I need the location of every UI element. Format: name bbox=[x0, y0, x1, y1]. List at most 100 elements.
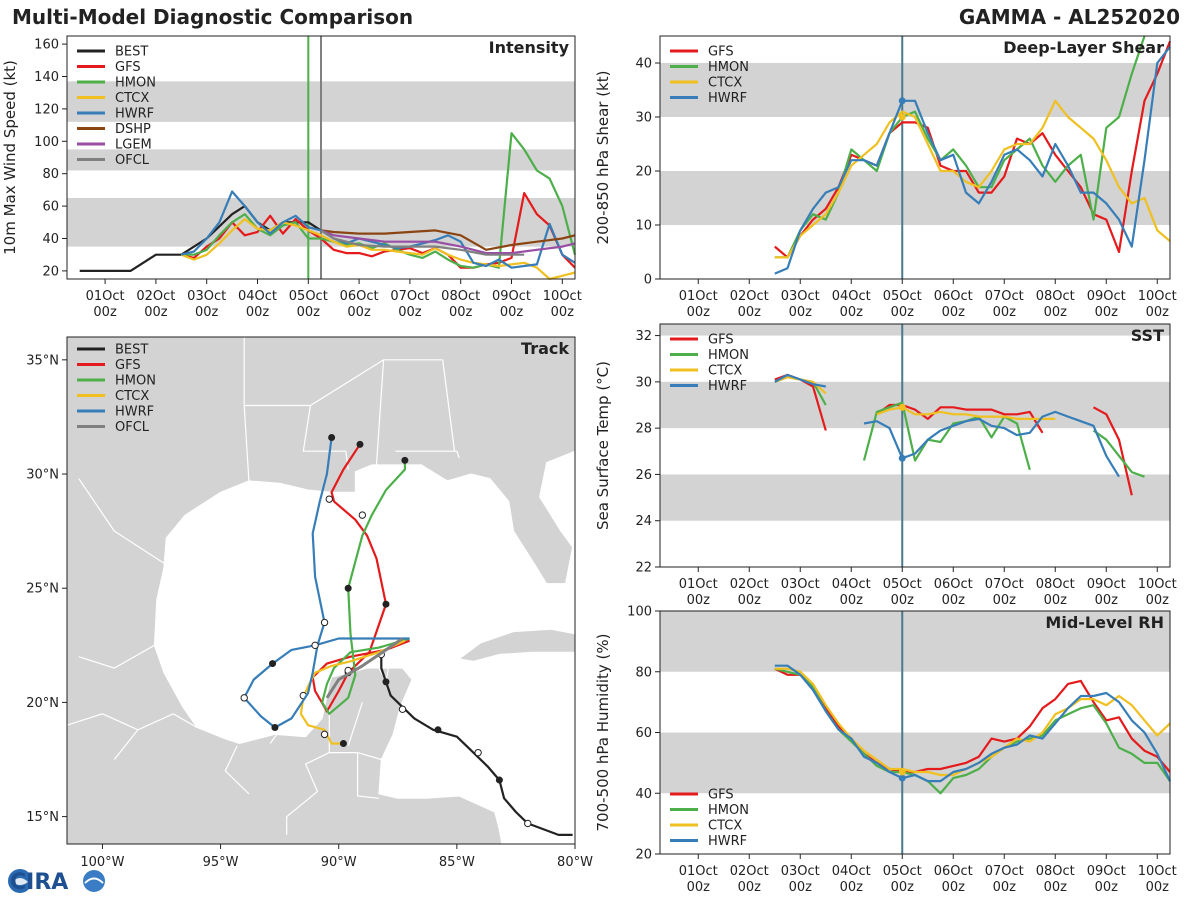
legend-label-ofcl: OFCL bbox=[115, 153, 150, 168]
y-axis-label: 700-500 hPa Humidity (%) bbox=[594, 633, 612, 831]
x-tick-label: 00z bbox=[1044, 880, 1068, 895]
x-tick-label: 07Oct bbox=[985, 577, 1024, 592]
x-tick-label: 00z bbox=[1095, 305, 1119, 320]
x-tick-label: 05Oct bbox=[289, 289, 328, 304]
x-tick-label: 10Oct bbox=[1138, 289, 1177, 304]
x-tick-label: 03Oct bbox=[187, 289, 226, 304]
legend-label-hwrf: HWRF bbox=[708, 834, 747, 849]
shade-band-0 bbox=[660, 732, 1170, 794]
x-tick-label: 10Oct bbox=[1138, 577, 1177, 592]
x-tick-label: 00z bbox=[398, 305, 422, 320]
x-tick-label: 00z bbox=[840, 880, 864, 895]
x-tick-label: 05Oct bbox=[883, 289, 922, 304]
lon-tick-label: 85°W bbox=[439, 855, 475, 870]
legend-label-best: BEST bbox=[115, 45, 148, 60]
track-point-open bbox=[320, 730, 329, 739]
political-border bbox=[395, 450, 460, 459]
x-tick-label: 10Oct bbox=[543, 289, 582, 304]
plot-frame bbox=[66, 35, 576, 280]
x-tick-label: 00z bbox=[738, 880, 762, 895]
x-tick-label: 00z bbox=[891, 305, 915, 320]
x-tick-label: 09Oct bbox=[492, 289, 531, 304]
init-marker bbox=[898, 454, 906, 462]
x-tick-label: 00z bbox=[687, 305, 711, 320]
x-tick-label: 00z bbox=[738, 593, 762, 608]
track-point-open bbox=[474, 748, 482, 757]
x-tick-label: 02Oct bbox=[730, 289, 769, 304]
land-mass bbox=[457, 628, 575, 662]
x-tick-label: 00z bbox=[687, 593, 711, 608]
lat-tick-label: 20°N bbox=[26, 696, 59, 711]
legend-label-hwrf: HWRF bbox=[115, 107, 154, 122]
political-border bbox=[442, 359, 456, 452]
x-tick-label: 00z bbox=[1146, 880, 1170, 895]
x-tick-label: 09Oct bbox=[1087, 289, 1126, 304]
track-point-filled bbox=[271, 724, 279, 732]
logo-text: CIRA bbox=[10, 870, 68, 895]
y-tick-label: 20 bbox=[635, 165, 652, 180]
track-point-open bbox=[398, 705, 407, 713]
y-tick-label: 22 bbox=[635, 561, 652, 576]
legend-label-ctcx: CTCX bbox=[708, 364, 742, 379]
x-tick-label: 00z bbox=[738, 305, 762, 320]
init-marker bbox=[898, 403, 906, 411]
legend-label-gfs: GFS bbox=[708, 45, 734, 60]
legend-label-gfs: GFS bbox=[115, 358, 141, 373]
legend-label-ctcx: CTCX bbox=[708, 76, 742, 91]
x-tick-label: 01Oct bbox=[679, 577, 718, 592]
x-tick-label: 00z bbox=[500, 305, 524, 320]
series-gfs-line bbox=[774, 667, 1171, 774]
track-point-open bbox=[358, 511, 367, 519]
y-tick-label: 30 bbox=[635, 375, 652, 390]
panel-rh: 2040608010001Oct00z02Oct00z03Oct00z04Oct… bbox=[594, 605, 1177, 896]
x-tick-label: 00z bbox=[1146, 305, 1170, 320]
political-border bbox=[310, 359, 384, 407]
political-border bbox=[328, 707, 382, 761]
series-ctcx-line bbox=[180, 218, 576, 281]
track-point-open bbox=[524, 819, 532, 828]
track-point-filled bbox=[269, 660, 277, 668]
lon-tick-label: 100°W bbox=[80, 855, 124, 870]
y-tick-label: 40 bbox=[635, 787, 652, 802]
panel-intensity: 2040608010012014016001Oct00z02Oct00z03Oc… bbox=[1, 35, 582, 320]
lat-tick-label: 35°N bbox=[26, 353, 59, 368]
x-tick-label: 00z bbox=[297, 305, 321, 320]
legend-label-ofcl: OFCL bbox=[115, 420, 150, 435]
track-hmon-line bbox=[321, 460, 410, 715]
x-tick-label: 00z bbox=[1146, 593, 1170, 608]
political-border bbox=[244, 404, 349, 470]
legend-label-dshp: DSHP bbox=[115, 122, 151, 137]
political-border bbox=[113, 713, 198, 760]
lon-tick-label: 90°W bbox=[321, 855, 357, 870]
y-tick-label: 120 bbox=[34, 102, 59, 117]
x-tick-label: 03Oct bbox=[781, 864, 820, 879]
x-tick-label: 02Oct bbox=[730, 864, 769, 879]
x-tick-label: 00z bbox=[347, 305, 371, 320]
track-point-filled bbox=[434, 726, 442, 734]
x-tick-label: 00z bbox=[687, 880, 711, 895]
map-frame bbox=[66, 336, 576, 845]
x-tick-label: 07Oct bbox=[390, 289, 429, 304]
series-hwrf-line bbox=[181, 190, 576, 269]
x-tick-label: 00z bbox=[246, 305, 270, 320]
y-tick-label: 40 bbox=[635, 57, 652, 72]
x-tick-label: 05Oct bbox=[883, 577, 922, 592]
track-point-filled bbox=[339, 740, 347, 748]
x-tick-label: 05Oct bbox=[883, 864, 922, 879]
track-point-open bbox=[320, 618, 329, 627]
legend-label-ctcx: CTCX bbox=[115, 91, 149, 106]
x-tick-label: 00z bbox=[993, 305, 1017, 320]
y-tick-label: 24 bbox=[635, 514, 652, 529]
shade-band-1 bbox=[660, 381, 1170, 429]
x-tick-label: 04Oct bbox=[238, 289, 277, 304]
x-tick-label: 07Oct bbox=[985, 864, 1024, 879]
political-border bbox=[78, 478, 172, 569]
legend-label-gfs: GFS bbox=[115, 60, 141, 75]
track-point-filled bbox=[356, 440, 364, 448]
x-tick-label: 04Oct bbox=[832, 864, 871, 879]
x-tick-label: 08Oct bbox=[1036, 577, 1075, 592]
track-point-filled bbox=[382, 600, 390, 608]
series-ctcx-line bbox=[774, 99, 1171, 259]
